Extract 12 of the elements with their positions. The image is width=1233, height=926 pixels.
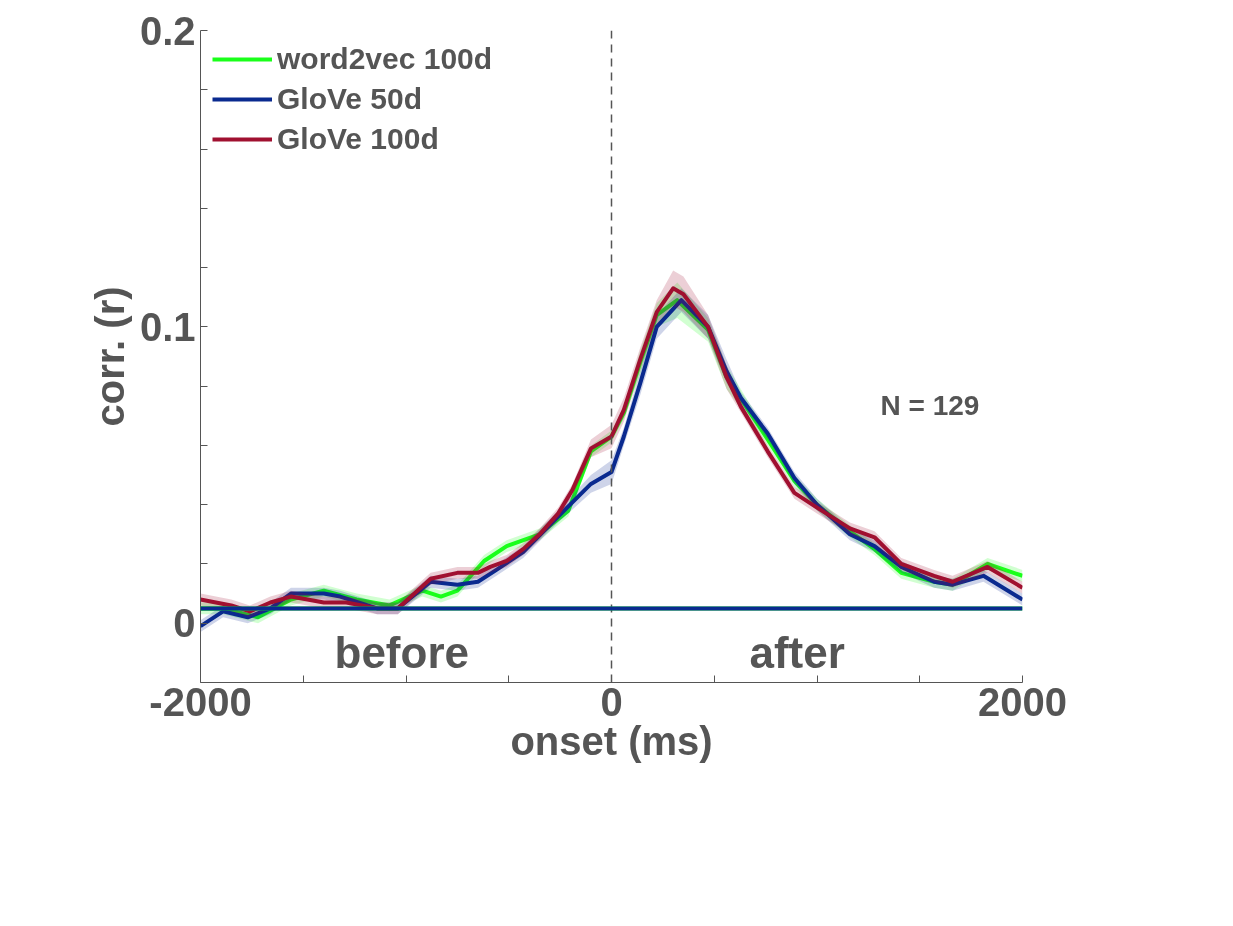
x-tick-label: 2000 — [978, 679, 1067, 724]
y-tick-label: 0.2 — [139, 8, 196, 53]
legend-label: word2vec 100d — [277, 42, 493, 76]
legend-label: GloVe 100d — [277, 122, 439, 156]
annotation: N = 129 — [880, 389, 980, 421]
y-tick-label: 0 — [173, 601, 196, 646]
annotation: before — [334, 627, 469, 677]
y-axis-title: corr. (r) — [87, 286, 132, 427]
annotation: after — [749, 627, 845, 677]
y-tick-label: 0.1 — [139, 304, 196, 349]
x-tick-label: -2000 — [149, 679, 252, 724]
legend-label: GloVe 50d — [277, 82, 423, 116]
